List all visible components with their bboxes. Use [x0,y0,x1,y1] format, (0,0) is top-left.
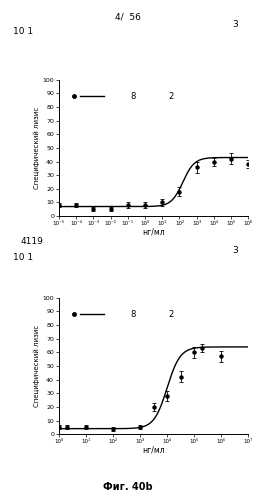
Text: 3: 3 [232,246,238,254]
Text: 10 1: 10 1 [13,253,33,262]
Y-axis label: Специфический лизис: Специфический лизис [33,107,40,189]
Text: 10 1: 10 1 [13,27,33,36]
Text: 8: 8 [131,92,136,101]
Text: 4119: 4119 [20,237,43,246]
Y-axis label: Специфический лизис: Специфический лизис [33,325,40,407]
X-axis label: нг/мл: нг/мл [142,446,165,455]
Text: 8: 8 [131,310,136,319]
Text: 2: 2 [169,92,174,101]
Text: 2: 2 [169,310,174,319]
Text: 4/  56: 4/ 56 [115,12,141,21]
Text: 3: 3 [232,20,238,29]
X-axis label: нг/мл: нг/мл [142,228,165,237]
Text: Фиг. 40b: Фиг. 40b [103,482,153,492]
